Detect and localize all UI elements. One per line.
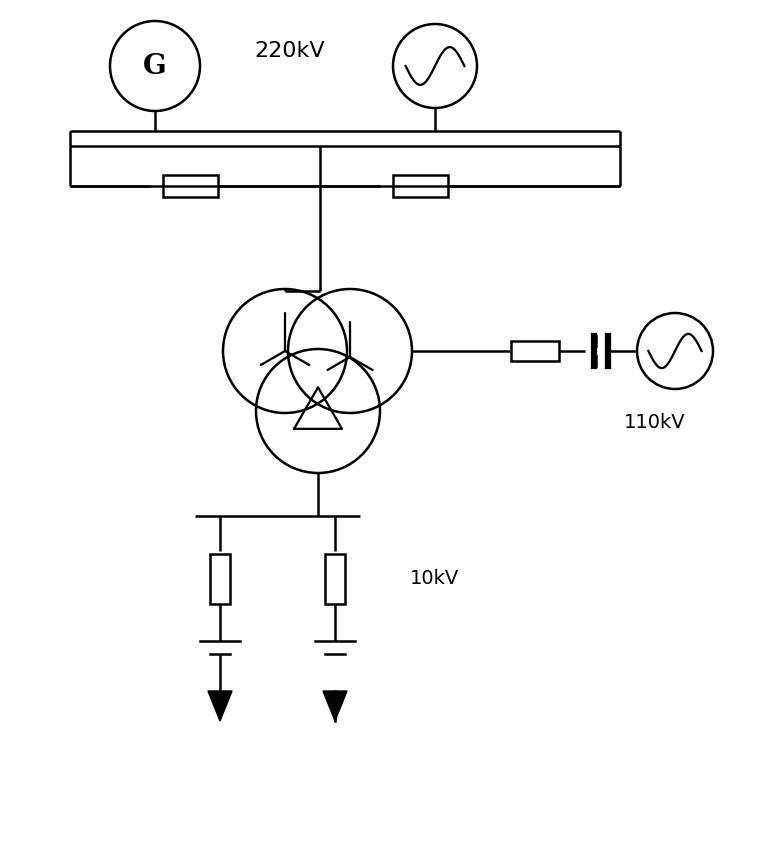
Bar xyxy=(210,554,230,604)
Polygon shape xyxy=(323,691,347,721)
Bar xyxy=(511,341,559,361)
Polygon shape xyxy=(208,691,232,721)
Bar xyxy=(162,175,218,197)
Text: G: G xyxy=(143,53,167,79)
Text: 220kV: 220kV xyxy=(255,41,326,61)
Text: 110kV: 110kV xyxy=(624,413,686,432)
Bar xyxy=(392,175,448,197)
Text: 10kV: 10kV xyxy=(410,569,459,589)
Bar xyxy=(325,554,345,604)
